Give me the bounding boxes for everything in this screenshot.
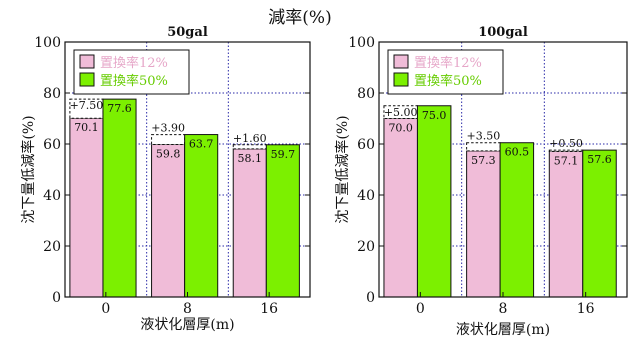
difference-label: +5.00 — [384, 106, 418, 119]
y-axis-label: 沈下量低減率(%) — [20, 115, 37, 223]
bar-series1 — [232, 148, 267, 298]
figure-title: 減率(%) — [268, 8, 331, 28]
y-tick-label: 0 — [52, 290, 61, 306]
difference-box — [383, 105, 418, 119]
legend-label: 置換率50% — [414, 73, 482, 89]
data-label-series2: 63.7 — [189, 138, 214, 151]
bar-series1 — [69, 117, 104, 298]
x-axis-label: 液状化層厚(m) — [140, 317, 234, 333]
data-label-series2: 60.5 — [505, 146, 530, 159]
data-label-series1: 70.1 — [74, 121, 99, 134]
legend-swatch — [79, 54, 95, 69]
x-tick-label: 16 — [260, 301, 278, 317]
x-tick-label: 0 — [101, 301, 110, 317]
difference-label: +0.50 — [549, 137, 583, 150]
data-label-series1: 70.0 — [388, 122, 413, 135]
y-tick-label: 60 — [357, 137, 375, 153]
data-label-series1: 57.1 — [554, 154, 579, 167]
difference-box — [232, 144, 267, 150]
legend-label: 置換率12% — [100, 55, 168, 71]
legend-swatch — [393, 72, 409, 87]
bar-series1 — [383, 118, 418, 298]
data-label-series2: 77.6 — [107, 102, 132, 115]
data-label-series2: 59.7 — [271, 148, 296, 161]
difference-label: +3.90 — [151, 122, 185, 135]
data-label-series1: 57.3 — [471, 154, 496, 167]
y-tick-label: 100 — [34, 35, 61, 51]
bar-series1 — [548, 150, 584, 298]
bar-series2 — [102, 98, 137, 298]
legend-label: 置換率50% — [100, 73, 168, 89]
chart-title: 50gal — [167, 25, 208, 40]
y-tick-label: 20 — [357, 239, 375, 255]
y-axis-label: 沈下量低減率(%) — [334, 115, 351, 223]
difference-box — [466, 142, 501, 152]
y-tick-label: 40 — [43, 188, 61, 204]
x-axis-label: 液状化層厚(m) — [456, 322, 550, 338]
legend-swatch — [393, 54, 409, 69]
bar-series1 — [466, 150, 501, 298]
y-tick-label: 40 — [357, 188, 375, 204]
bar-series2 — [416, 105, 452, 298]
y-tick-label: 80 — [43, 86, 61, 102]
bar-series2 — [184, 134, 219, 298]
bar-series2 — [265, 144, 300, 298]
legend-swatch — [79, 72, 95, 87]
chart-title: 100gal — [478, 25, 528, 40]
plot-frame — [64, 41, 311, 298]
difference-label: +1.60 — [233, 132, 267, 145]
legend: 置換率12% 置換率50% — [73, 49, 190, 95]
legend-label: 置換率12% — [414, 55, 482, 71]
y-tick-label: 100 — [348, 35, 375, 51]
bar-series2 — [582, 149, 617, 298]
bar-series1 — [151, 144, 186, 298]
bar-series2 — [499, 142, 535, 298]
data-label-series1: 58.1 — [238, 152, 263, 165]
y-tick-label: 80 — [357, 86, 375, 102]
x-tick-label: 8 — [499, 301, 508, 317]
x-tick-label: 8 — [183, 301, 192, 317]
difference-label: +7.50 — [70, 99, 104, 112]
data-label-series1: 59.8 — [156, 148, 181, 161]
chart-100gal: 70.0 75.0 +5.00 0 57.3 60.5 +3.50 8 57.1 57.6 +0.5… — [334, 25, 628, 338]
x-tick-label: 16 — [577, 301, 595, 317]
x-tick-label: 0 — [416, 301, 425, 317]
legend: 置換率12% 置換率50% — [387, 49, 504, 95]
y-tick-label: 60 — [43, 137, 61, 153]
difference-box — [548, 149, 584, 152]
y-tick-label: 0 — [366, 290, 375, 306]
data-label-series2: 75.0 — [422, 109, 447, 122]
chart-50gal: 70.1 77.6+7.50 0 59.8 63.7 +3.90 8 58.1 59.7 +1.6… — [20, 25, 311, 333]
difference-box — [151, 134, 186, 146]
plot-frame — [378, 41, 628, 298]
difference-label: +3.50 — [467, 130, 501, 143]
y-tick-label: 20 — [43, 239, 61, 255]
data-label-series2: 57.6 — [587, 153, 612, 166]
